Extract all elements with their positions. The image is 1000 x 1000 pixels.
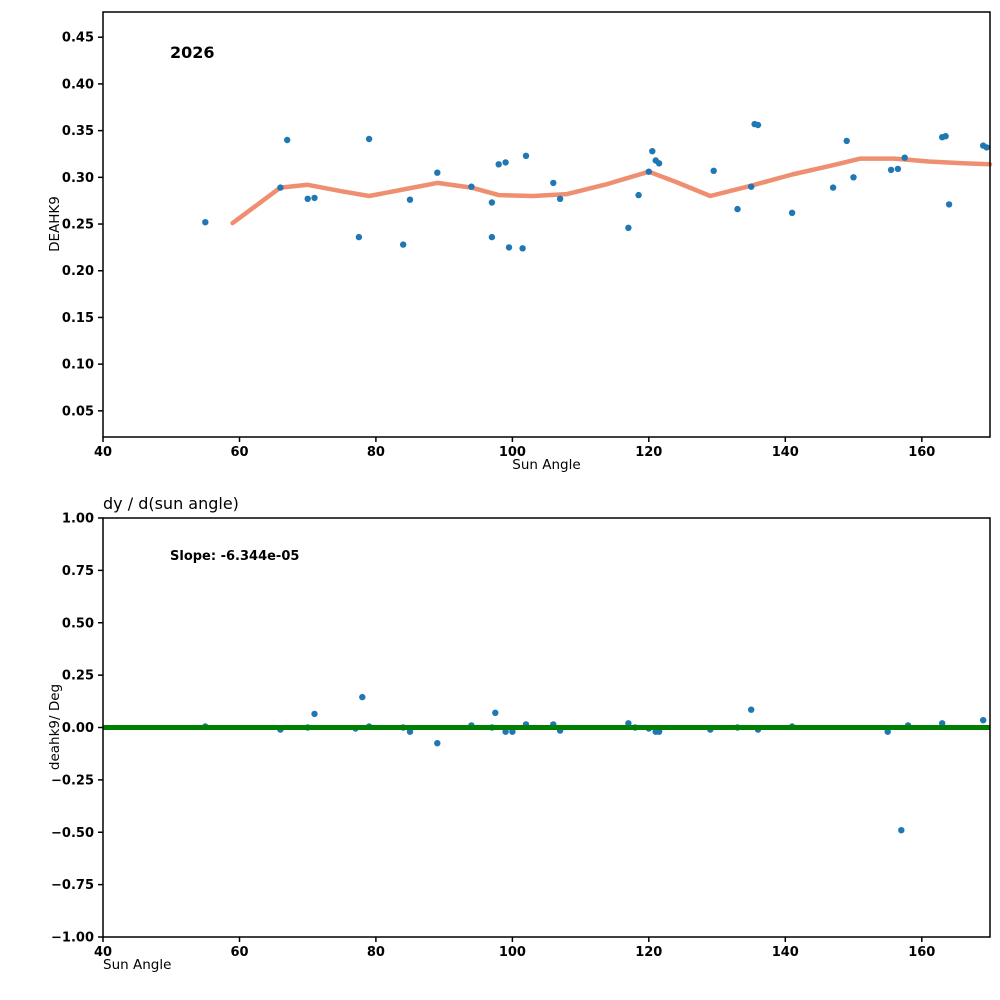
deahk9-data-point — [505, 244, 513, 251]
deahk9-data-point — [942, 133, 949, 140]
deahk9-data-point — [495, 161, 502, 168]
deahk9-data-point — [843, 137, 850, 145]
deahk9-data-point — [304, 195, 311, 202]
x-tick-label: 160 — [908, 445, 935, 460]
deahk9-data-point — [519, 245, 526, 252]
deahk9-data-point — [894, 165, 902, 173]
x-tick-label: 80 — [367, 945, 385, 960]
derivative-data-point — [492, 709, 499, 716]
derivative-data-point — [434, 740, 441, 747]
y-tick-label: 1.00 — [62, 512, 94, 527]
deahk9-data-point — [488, 199, 496, 206]
y-tick-label: 0.40 — [62, 77, 94, 92]
x-tick-label: 140 — [772, 945, 799, 960]
deahk9-data-point — [434, 169, 441, 176]
deahk9-data-point — [655, 160, 663, 167]
bottom-x-axis-label: Sun Angle — [103, 957, 172, 973]
bottom-y-axis-label: deahk9/ Deg — [47, 683, 63, 771]
derivative-data-point — [748, 706, 755, 713]
x-tick-label: 120 — [635, 445, 662, 460]
x-tick-label: 80 — [367, 445, 385, 460]
deahk9-data-point — [754, 121, 762, 129]
deahk9-data-point — [311, 194, 318, 202]
x-tick-label: 60 — [230, 945, 248, 960]
y-tick-label: 0.20 — [62, 264, 94, 279]
derivative-data-point — [502, 728, 509, 735]
deahk9-data-point — [355, 233, 363, 241]
deahk9-data-point — [850, 174, 857, 181]
derivative-data-point — [980, 717, 987, 724]
year-annotation: 2026 — [170, 43, 215, 62]
deahk9-data-point — [635, 191, 642, 199]
x-tick-label: 140 — [772, 445, 799, 460]
y-tick-label: 0.15 — [62, 311, 94, 326]
deahk9-data-point — [400, 241, 407, 248]
x-tick-label: 40 — [94, 945, 112, 960]
deahk9-data-point — [556, 195, 564, 202]
deahk9-data-point — [406, 196, 414, 203]
x-tick-label: 100 — [499, 445, 526, 460]
deahk9-data-point — [788, 209, 796, 216]
rolling-mean-line — [230, 156, 993, 226]
derivative-data-point — [509, 728, 516, 735]
deahk9-data-point — [284, 136, 291, 144]
deahk9-data-point — [645, 168, 652, 175]
derivative-data-point — [884, 728, 891, 735]
deahk9-data-point — [550, 179, 557, 187]
derivative-data-point — [359, 693, 366, 701]
deahk9-data-point — [734, 205, 741, 213]
deahk9-data-point — [945, 201, 953, 208]
derivative-data-point — [311, 710, 318, 718]
y-tick-label: −0.50 — [51, 826, 94, 841]
deahk9-data-point — [625, 224, 632, 231]
x-tick-label: 120 — [635, 945, 662, 960]
deahk9-data-point — [901, 154, 908, 161]
derivative-data-point — [939, 720, 946, 727]
y-tick-label: 0.10 — [62, 358, 94, 373]
bottom-chart-canvas: 40 60 80 100 120 140 160 −1.00 −0.75 −0.50 −0.25 0.… — [51, 512, 991, 960]
y-tick-label: −0.25 — [51, 773, 94, 788]
deahk9-data-point — [748, 183, 755, 190]
deahk9-data-point — [277, 184, 284, 191]
derivative-data-point — [655, 728, 663, 735]
deahk9-data-point — [522, 152, 530, 159]
y-tick-label: −1.00 — [51, 931, 94, 946]
deahk9-data-point — [649, 148, 656, 155]
x-tick-label: 40 — [94, 445, 112, 460]
y-tick-label: 0.35 — [62, 124, 94, 139]
x-tick-label: 100 — [499, 945, 526, 960]
derivative-data-point — [406, 728, 414, 735]
y-tick-label: 0.05 — [62, 404, 94, 419]
deahk9-data-point — [202, 219, 209, 226]
y-tick-label: 0.00 — [62, 721, 94, 736]
y-tick-label: 0.45 — [62, 31, 94, 46]
top-x-axis-label: Sun Angle — [512, 457, 581, 473]
top-y-axis-label: DEAHK9 — [47, 196, 63, 252]
derivative-data-point — [625, 720, 632, 727]
y-tick-label: 0.25 — [62, 218, 94, 233]
x-tick-label: 60 — [230, 445, 248, 460]
x-tick-label: 160 — [908, 945, 935, 960]
y-tick-label: −0.75 — [51, 878, 94, 893]
deahk9-data-point — [983, 144, 990, 151]
slope-annotation: Slope: -6.344e-05 — [170, 549, 300, 564]
deahk9-data-point — [829, 184, 837, 191]
deahk9-data-point — [887, 166, 895, 174]
deahk9-data-point — [710, 167, 717, 174]
deahk9-data-point — [468, 183, 475, 190]
derivative-data-point — [898, 827, 905, 834]
y-tick-label: 0.25 — [62, 669, 94, 684]
deahk9-data-point — [488, 233, 496, 241]
top-chart-canvas: 40 60 80 100 120 140 160 0.05 0.10 0.15 0.20 0.25 0.… — [62, 11, 993, 460]
y-tick-label: 0.50 — [62, 616, 94, 631]
bottom-chart-title: dy / d(sun angle) — [103, 494, 239, 513]
y-tick-label: 0.75 — [62, 564, 94, 579]
deahk9-data-point — [502, 159, 509, 166]
y-tick-label: 0.30 — [62, 171, 94, 186]
deahk9-data-point — [365, 135, 373, 143]
axes-frame — [102, 11, 991, 438]
